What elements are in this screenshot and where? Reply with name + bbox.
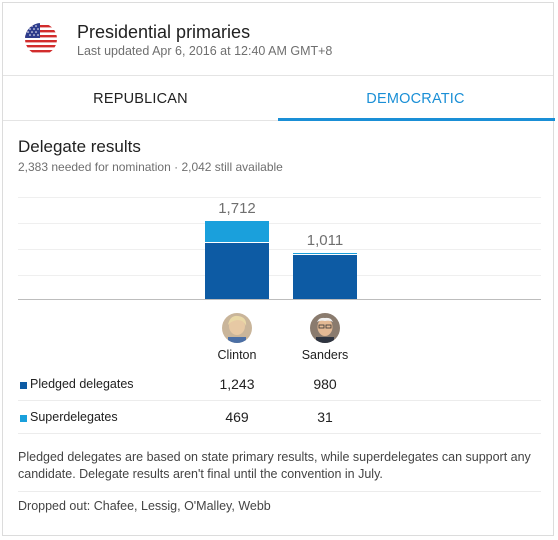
bar-total-label-clinton: 1,712 — [218, 200, 256, 217]
row-divider — [18, 433, 541, 434]
delegate-note: Pledged delegates are based on state pri… — [18, 450, 531, 481]
clinton-avatar — [222, 313, 252, 343]
last-updated-text: Last updated Apr 6, 2016 at 12:40 AM GMT… — [77, 44, 333, 58]
bar-sanders-super — [293, 252, 357, 256]
dropped-out-text: Dropped out: Chafee, Lessig, O'Malley, W… — [18, 499, 271, 513]
section-title: Delegate results — [18, 137, 141, 156]
sanders-super-value: 31 — [317, 409, 333, 425]
chart-gridline — [18, 275, 541, 276]
superdelegates-label: Superdelegates — [30, 410, 118, 424]
clinton-super-value: 469 — [225, 409, 249, 425]
card-title: Presidential primaries — [77, 22, 251, 42]
chart-gridline — [18, 197, 541, 198]
chart-gridline — [18, 249, 541, 250]
row-divider — [18, 400, 541, 401]
pledged-label: Pledged delegates — [30, 377, 134, 391]
candidate-name-sanders: Sanders — [301, 348, 349, 362]
sanders-pledged-value: 980 — [313, 376, 337, 392]
us-flag-icon — [25, 23, 57, 55]
card-header: Presidential primaries Last updated Apr … — [3, 3, 553, 75]
party-tabs: REPUBLICAN DEMOCRATIC — [3, 75, 555, 121]
note-divider — [18, 491, 541, 492]
superdelegates-row: Superdelegates 469 31 — [18, 402, 541, 434]
delegate-chart: 1,712 1,011 — [3, 193, 555, 303]
superdelegates-swatch — [20, 415, 27, 422]
chart-gridline — [18, 223, 541, 224]
section-subtitle: 2,383 needed for nomination · 2,042 stil… — [18, 160, 283, 174]
tab-democratic[interactable]: DEMOCRATIC — [366, 90, 465, 107]
bar-sanders-pledged — [293, 254, 357, 299]
pledged-delegates-row: Pledged delegates 1,243 980 — [18, 369, 541, 401]
candidate-name-clinton: Clinton — [217, 348, 257, 362]
bar-clinton-pledged — [205, 242, 269, 299]
sanders-avatar — [310, 313, 340, 343]
bar-total-label-sanders: 1,011 — [306, 231, 344, 249]
selected-tab-indicator — [278, 118, 555, 121]
chart-baseline — [18, 299, 541, 300]
pledged-swatch — [20, 382, 27, 389]
clinton-pledged-value: 1,243 — [219, 376, 255, 392]
tab-republican[interactable]: REPUBLICAN — [93, 90, 188, 107]
bar-clinton-super — [205, 221, 269, 244]
